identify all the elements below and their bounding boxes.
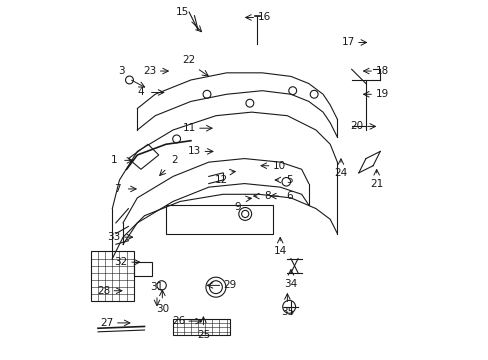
Text: 8: 8 bbox=[264, 191, 270, 201]
Text: 3: 3 bbox=[118, 66, 124, 76]
Text: 27: 27 bbox=[100, 318, 113, 328]
Text: 12: 12 bbox=[214, 175, 227, 185]
Text: 24: 24 bbox=[334, 168, 347, 178]
Text: 35: 35 bbox=[280, 307, 293, 317]
Text: 31: 31 bbox=[150, 282, 163, 292]
Text: 15: 15 bbox=[175, 7, 188, 17]
Text: 2: 2 bbox=[171, 156, 178, 165]
Text: 17: 17 bbox=[341, 37, 354, 48]
Text: 22: 22 bbox=[182, 55, 195, 65]
Text: 14: 14 bbox=[273, 247, 286, 256]
Text: 34: 34 bbox=[284, 279, 297, 289]
Text: 5: 5 bbox=[285, 175, 292, 185]
Text: 13: 13 bbox=[187, 147, 201, 157]
Text: 33: 33 bbox=[107, 232, 121, 242]
Text: 9: 9 bbox=[234, 202, 240, 212]
Text: 32: 32 bbox=[114, 257, 128, 267]
Text: 23: 23 bbox=[143, 66, 156, 76]
Text: 11: 11 bbox=[182, 123, 195, 133]
Text: 21: 21 bbox=[369, 179, 383, 189]
Text: 4: 4 bbox=[137, 87, 144, 98]
Text: 10: 10 bbox=[272, 161, 285, 171]
Text: 25: 25 bbox=[196, 330, 210, 341]
Text: 29: 29 bbox=[223, 280, 236, 291]
Text: 18: 18 bbox=[375, 66, 388, 76]
Text: 19: 19 bbox=[375, 89, 388, 99]
Text: 26: 26 bbox=[171, 316, 184, 326]
Text: 30: 30 bbox=[156, 303, 168, 314]
Text: 1: 1 bbox=[111, 156, 117, 165]
Text: 7: 7 bbox=[114, 184, 121, 194]
Text: 20: 20 bbox=[350, 121, 363, 131]
Text: 28: 28 bbox=[97, 286, 110, 296]
Text: 6: 6 bbox=[285, 191, 292, 201]
Text: 16: 16 bbox=[257, 13, 270, 22]
